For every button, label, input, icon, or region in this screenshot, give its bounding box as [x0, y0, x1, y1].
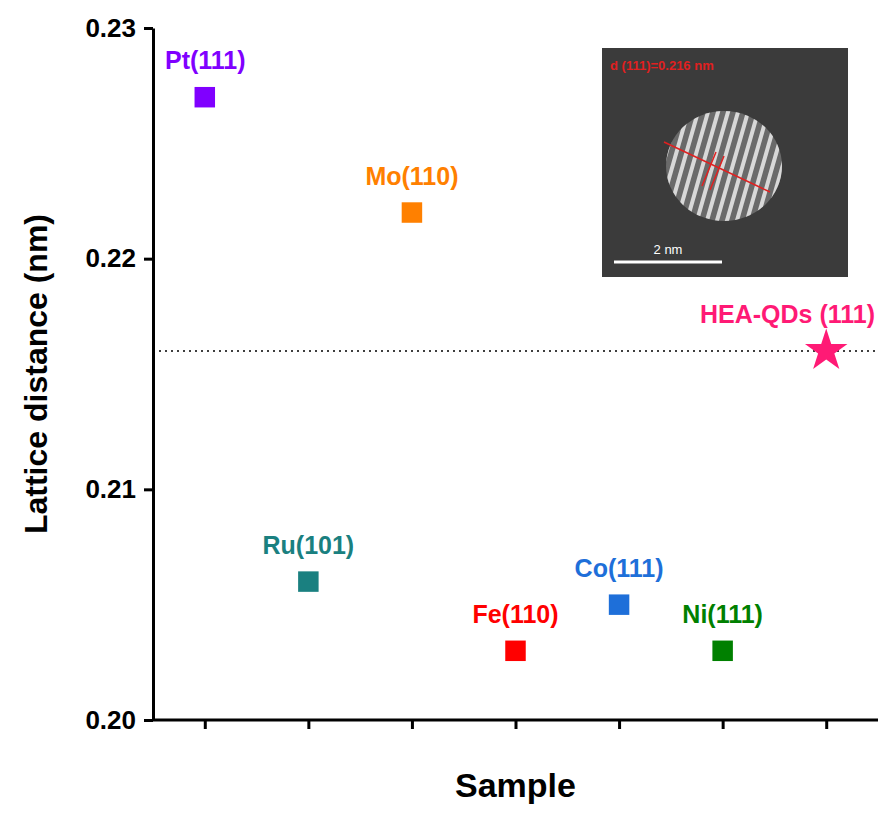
- reference-line: [153, 350, 878, 352]
- point-label: Pt(111): [165, 46, 246, 74]
- lattice-fringe: [772, 98, 812, 238]
- point-label: Ru(101): [263, 531, 355, 559]
- x-tick: [619, 720, 620, 729]
- x-axis: [153, 720, 878, 729]
- x-tick: [205, 720, 206, 729]
- y-tick-label: 0.23: [85, 13, 136, 43]
- x-axis-title: Sample: [455, 766, 576, 804]
- y-tick: 0.20: [85, 705, 153, 735]
- point-label: Co(111): [575, 554, 664, 582]
- lattice-fringe: [642, 98, 682, 238]
- lattice-fringe: [782, 98, 822, 238]
- particle: [642, 98, 832, 238]
- lattice-fringe: [752, 98, 792, 238]
- point: [195, 87, 215, 107]
- point: [505, 641, 525, 661]
- lattice-fringe: [732, 98, 772, 238]
- lattice-fringe: [792, 98, 832, 238]
- y-tick-label: 0.21: [85, 474, 136, 504]
- point: [712, 641, 732, 661]
- x-tick: [826, 720, 827, 729]
- y-tick-label: 0.22: [85, 243, 136, 273]
- x-tick-mark: [411, 720, 414, 729]
- inset: d (111)=0.216 nm 2 nm: [602, 48, 848, 277]
- x-tick: [412, 720, 413, 729]
- particle-body: [652, 98, 802, 238]
- point: [402, 202, 422, 222]
- y-axis: 0.20 0.21 0.22 0.23: [85, 13, 153, 735]
- inset-annotation: d (111)=0.216 nm: [610, 58, 714, 73]
- chart: 0.20 0.21 0.22 0.23 Sample Lattice distance (…: [0, 0, 883, 825]
- x-tick-mark: [204, 720, 207, 729]
- y-tick-mark: [144, 27, 153, 30]
- y-tick: 0.23: [85, 13, 153, 43]
- x-tick-mark: [825, 720, 828, 729]
- inset-image: [602, 48, 848, 277]
- measure-line: [664, 142, 770, 192]
- point: [805, 329, 847, 369]
- x-tick-mark: [722, 720, 725, 729]
- point-label: Mo(110): [365, 162, 458, 190]
- y-tick-mark: [144, 258, 153, 261]
- point: [609, 594, 629, 614]
- x-tick: [308, 720, 309, 729]
- point-label: Ni(111): [682, 600, 763, 628]
- lattice-fringe: [742, 98, 782, 238]
- y-tick-label: 0.20: [85, 705, 136, 735]
- y-axis-title: Lattice distance (nm): [18, 214, 54, 534]
- scale-bar: [614, 261, 722, 264]
- point: [298, 571, 318, 591]
- scale-bar-label: 2 nm: [654, 242, 683, 257]
- y-tick: 0.22: [85, 243, 153, 273]
- lattice-fringe: [762, 98, 802, 238]
- x-tick-mark: [618, 720, 621, 729]
- lattice-fringe: [652, 98, 692, 238]
- x-tick-mark: [515, 720, 518, 729]
- measure-line: [710, 156, 724, 190]
- y-tick: 0.21: [85, 474, 153, 504]
- x-tick: [516, 720, 517, 729]
- lattice-fringe: [722, 98, 762, 238]
- y-tick-mark: [144, 719, 153, 722]
- y-axis-line: [152, 29, 155, 721]
- lattice-fringe: [662, 98, 702, 238]
- point-label: HEA-QDs (111): [700, 300, 875, 328]
- y-tick-mark: [144, 488, 153, 491]
- point-labels: Pt(111) Ru(101) Mo(110) Fe(110) Co(111) Ni(11…: [165, 46, 875, 628]
- x-tick: [723, 720, 724, 729]
- point-label: Fe(110): [472, 600, 558, 628]
- x-tick-mark: [307, 720, 310, 729]
- plot-area: [153, 87, 878, 661]
